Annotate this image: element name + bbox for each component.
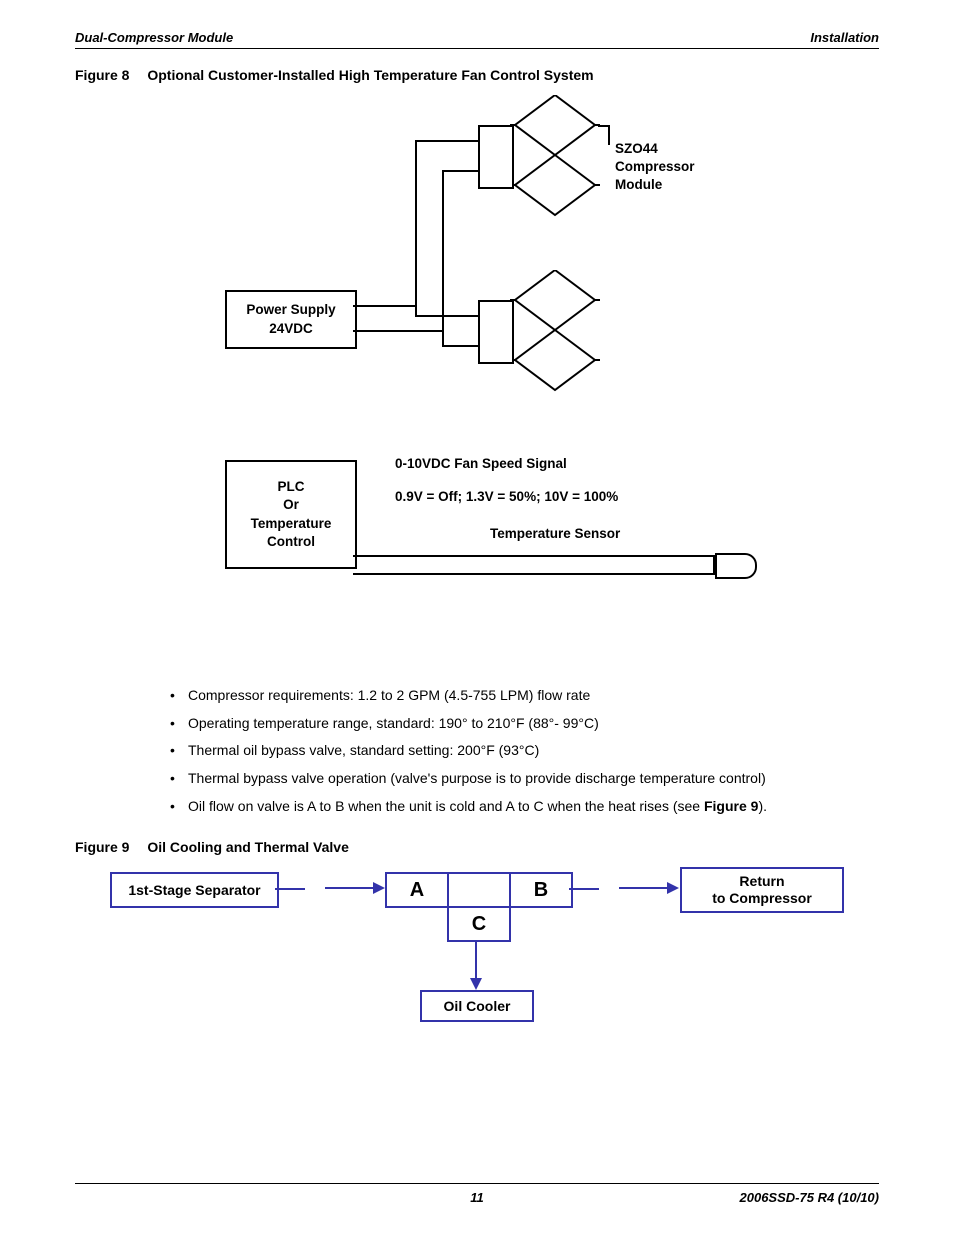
compressor-symbol-upper xyxy=(510,95,600,235)
valve-port-a: A xyxy=(385,872,447,908)
figure9-caption: Figure 9 Oil Cooling and Thermal Valve xyxy=(75,839,879,855)
return-box: Return to Compressor xyxy=(680,867,844,913)
spec-item: Operating temperature range, standard: 1… xyxy=(170,713,879,735)
compressor-upper-port xyxy=(478,125,514,189)
figure8-diagram: SZO44 Compressor Module xyxy=(75,95,879,675)
temperature-sensor-label: Temperature Sensor xyxy=(490,525,620,543)
page-footer: 11 2006SSD-75 R4 (10/10) xyxy=(75,1183,879,1205)
valve-port-c: C xyxy=(447,908,511,942)
figure8-number: Figure 8 xyxy=(75,67,129,83)
compressor-label: SZO44 Compressor Module xyxy=(615,140,695,195)
arrow-b-to-return xyxy=(619,878,679,898)
arrow-c-to-cooler xyxy=(466,940,486,990)
thermal-valve: A B C xyxy=(385,872,573,942)
power-supply-box: Power Supply 24VDC xyxy=(225,290,357,349)
figure9-number: Figure 9 xyxy=(75,839,129,855)
page-number: 11 xyxy=(470,1190,484,1205)
spec-item: Compressor requirements: 1.2 to 2 GPM (4… xyxy=(170,685,879,707)
compressor-lower-port xyxy=(478,300,514,364)
doc-id: 2006SSD-75 R4 (10/10) xyxy=(740,1190,879,1205)
spec-item: Oil flow on valve is A to B when the uni… xyxy=(170,796,879,818)
figure8-caption: Figure 8 Optional Customer-Installed Hig… xyxy=(75,67,879,83)
figure9-title: Oil Cooling and Thermal Valve xyxy=(147,839,349,855)
compressor-symbol-lower xyxy=(510,270,600,410)
arrow-sep-to-a xyxy=(325,878,385,898)
figure9-diagram: 1st-Stage Separator Return to Compressor… xyxy=(75,867,879,1047)
fan-speed-values-label: 0.9V = Off; 1.3V = 50%; 10V = 100% xyxy=(395,488,618,506)
fan-speed-signal-label: 0-10VDC Fan Speed Signal xyxy=(395,455,567,473)
oil-cooler-box: Oil Cooler xyxy=(420,990,534,1022)
header-right: Installation xyxy=(810,30,879,45)
separator-box: 1st-Stage Separator xyxy=(110,872,279,908)
valve-center xyxy=(447,872,509,908)
temperature-sensor-probe xyxy=(715,553,757,579)
figure8-title: Optional Customer-Installed High Tempera… xyxy=(147,67,593,83)
running-header: Dual-Compressor Module Installation xyxy=(75,30,879,49)
valve-port-b: B xyxy=(509,872,573,908)
plc-box: PLC Or Temperature Control xyxy=(225,460,357,569)
spec-item: Thermal oil bypass valve, standard setti… xyxy=(170,740,879,762)
spec-list: Compressor requirements: 1.2 to 2 GPM (4… xyxy=(170,685,879,817)
spec-item: Thermal bypass valve operation (valve's … xyxy=(170,768,879,790)
header-left: Dual-Compressor Module xyxy=(75,30,233,45)
